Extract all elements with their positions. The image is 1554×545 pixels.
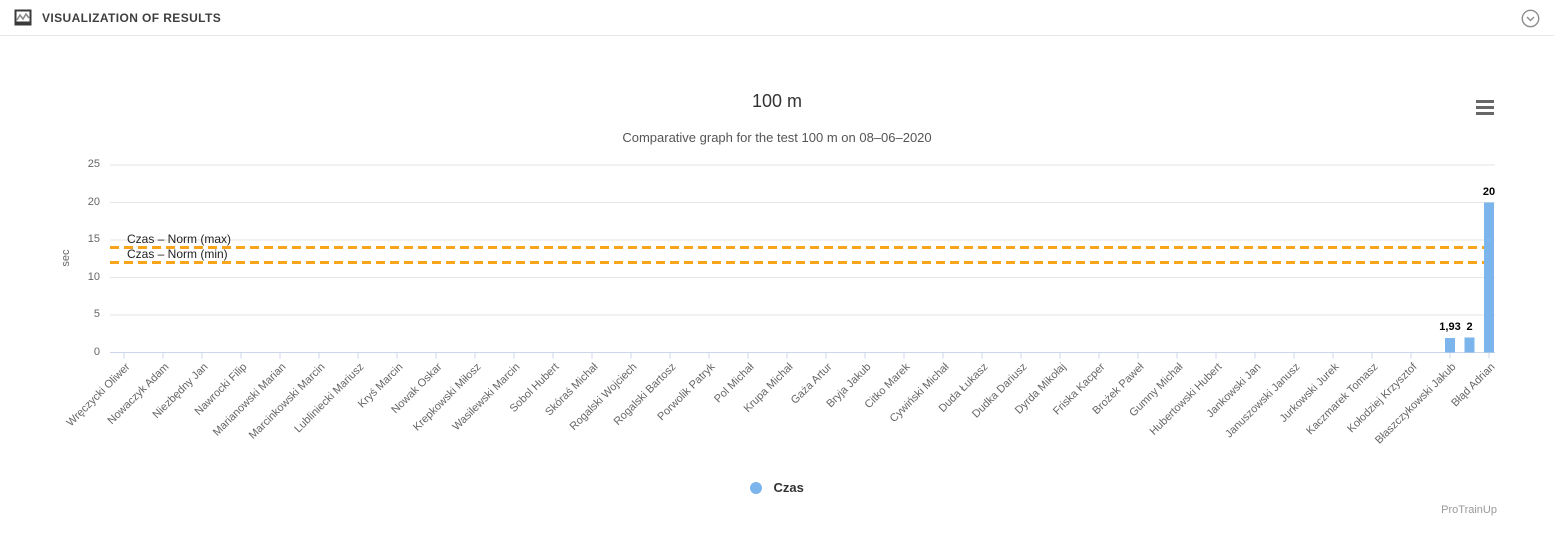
area-chart-icon [14,9,32,25]
y-axis-title: sec [60,249,72,267]
bar-Błąd Adrian[interactable] [1484,202,1494,353]
legend: Czas [0,479,1554,497]
chevron-down-circle-icon[interactable] [1521,9,1540,28]
hamburger-menu-icon [1476,112,1494,115]
panel-title: VISUALIZATION OF RESULTS [42,10,222,25]
bar-value-label: 20 [1482,185,1496,198]
hamburger-menu-icon [1476,100,1494,103]
legend-marker-icon [750,482,763,494]
hamburger-menu-icon [1476,106,1494,109]
norm-line-label: Czas – Norm (max) [127,232,232,246]
credits-link[interactable]: ProTrainUp [1441,504,1497,516]
bar-value-label: 2 [1466,320,1473,333]
legend-item-czas[interactable]: Czas [750,479,804,496]
y-axis-tick-label: 25 [87,158,100,170]
bar-value-label: 1,93 [1439,321,1461,334]
export-menu-button[interactable] [1476,100,1494,115]
legend-label: Czas [773,480,804,495]
panel-header: VISUALIZATION OF RESULTS [0,0,1554,36]
bar-Błaszczykowski Jakub[interactable] [1445,338,1455,353]
chart-title: 100 m [751,91,803,111]
chart-subtitle: Comparative graph for the test 100 m on … [622,130,932,145]
y-axis-tick-label: 10 [87,270,100,283]
y-axis-tick-label: 5 [93,308,100,320]
y-axis-tick-label: 15 [87,233,100,245]
y-axis-tick-label: 0 [93,345,100,358]
norm-line-label: Czas – Norm (min) [127,247,228,261]
bar-point-1[interactable] [1464,337,1475,353]
y-axis-tick-label: 20 [87,195,100,208]
